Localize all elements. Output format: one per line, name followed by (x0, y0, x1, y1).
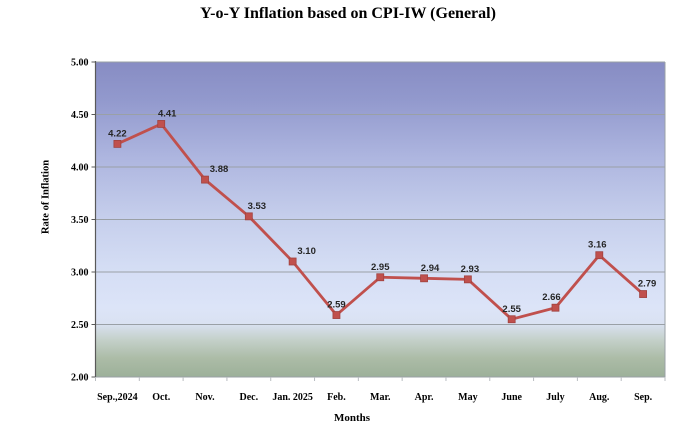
x-tick-label: July (546, 392, 564, 403)
data-point-label: 2.66 (542, 292, 561, 303)
y-tick-label: 2.50 (71, 320, 89, 331)
x-tick-label: May (458, 392, 477, 403)
x-tick-label: Dec. (240, 392, 259, 403)
data-point-marker (376, 273, 385, 282)
y-tick-label: 3.00 (71, 268, 89, 279)
data-point-marker (551, 303, 560, 312)
y-tick-label: 5.00 (71, 58, 89, 69)
x-tick-label: Sep.,2024 (97, 392, 138, 403)
y-tick-label: 2.00 (71, 373, 89, 384)
data-point-marker (157, 120, 166, 128)
data-point-marker (463, 275, 472, 284)
data-point-marker (639, 290, 647, 298)
y-tick-label: 4.50 (71, 110, 89, 121)
x-tick-label: Nov. (195, 392, 215, 403)
x-tick-label: Mar. (370, 392, 391, 403)
y-tick-label: 4.00 (71, 163, 89, 174)
x-tick-label: Jan. 2025 (272, 392, 313, 403)
data-point-marker (244, 212, 253, 221)
data-point-marker (420, 274, 428, 283)
x-tick-label: Sep. (634, 392, 653, 403)
data-point-label: 3.88 (210, 164, 229, 175)
data-point-label: 3.10 (297, 246, 316, 257)
data-point-marker (507, 315, 516, 324)
data-point-marker (595, 251, 604, 260)
data-point-marker (113, 139, 122, 148)
data-point-label: 2.55 (502, 304, 521, 315)
data-point-marker (332, 311, 341, 319)
x-tick-label: June (501, 392, 522, 403)
data-point-label: 2.95 (371, 262, 390, 273)
data-point-label: 3.53 (248, 201, 267, 212)
x-tick-label: Oct. (152, 392, 171, 403)
y-tick-label: 3.50 (71, 215, 89, 226)
data-point-label: 2.93 (461, 264, 480, 275)
x-tick-label: Aug. (589, 392, 610, 403)
x-tick-label: Feb. (327, 392, 346, 403)
chart-title: Y-o-Y Inflation based on CPI-IW (General… (200, 5, 496, 22)
data-point-marker (201, 175, 209, 184)
data-point-label: 2.79 (638, 279, 657, 290)
x-tick-label: Apr. (415, 392, 434, 403)
data-point-label: 4.41 (158, 108, 177, 119)
data-point-label: 3.16 (588, 240, 607, 251)
data-point-label: 2.94 (421, 263, 440, 274)
x-axis-title: Months (333, 412, 371, 424)
data-point-label: 2.59 (327, 300, 346, 311)
data-point-label: 4.22 (108, 128, 127, 139)
data-point-marker (288, 257, 297, 266)
